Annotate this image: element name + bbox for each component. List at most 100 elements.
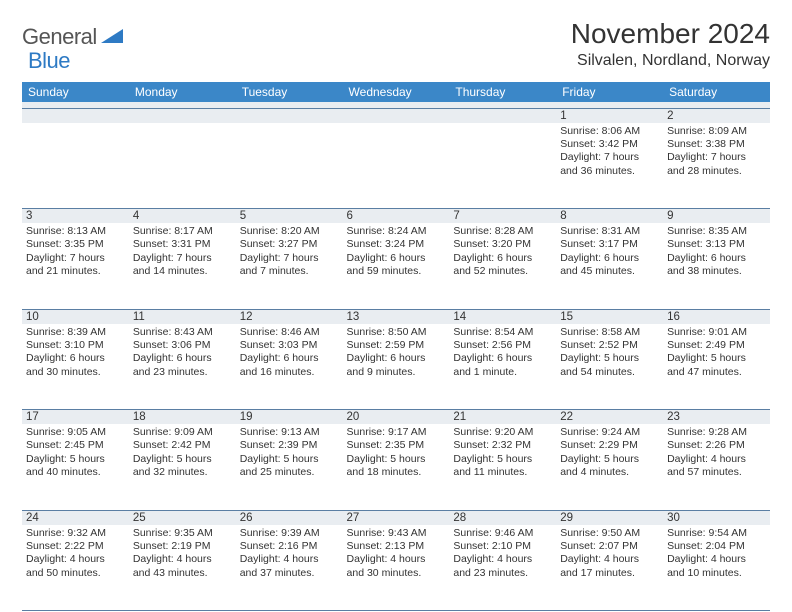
sunset-text: Sunset: 3:24 PM (347, 238, 446, 251)
header: General November 2024 Silvalen, Nordland… (22, 18, 770, 70)
sunset-text: Sunset: 2:56 PM (453, 339, 552, 352)
sunrise-text: Sunrise: 9:54 AM (667, 527, 766, 540)
calendar-cell: Sunrise: 8:31 AMSunset: 3:17 PMDaylight:… (556, 223, 663, 309)
sunrise-text: Sunrise: 9:09 AM (133, 426, 232, 439)
calendar-daynum-cell: 27 (343, 510, 450, 525)
day-number (236, 109, 343, 123)
day-number: 19 (236, 410, 343, 424)
sunset-text: Sunset: 2:59 PM (347, 339, 446, 352)
calendar-daynum-cell: 1 (556, 108, 663, 123)
sunset-text: Sunset: 2:45 PM (26, 439, 125, 452)
daylight-text: and 30 minutes. (26, 366, 125, 379)
daylight-text: and 45 minutes. (560, 265, 659, 278)
calendar-cell: Sunrise: 9:32 AMSunset: 2:22 PMDaylight:… (22, 525, 129, 611)
day-number: 6 (343, 209, 450, 223)
weekday-header: Sunday (22, 82, 129, 102)
calendar-daynum-cell (129, 108, 236, 123)
sunset-text: Sunset: 2:49 PM (667, 339, 766, 352)
calendar-cell: Sunrise: 9:05 AMSunset: 2:45 PMDaylight:… (22, 424, 129, 510)
daylight-text: Daylight: 7 hours (667, 151, 766, 164)
calendar-cell: Sunrise: 9:39 AMSunset: 2:16 PMDaylight:… (236, 525, 343, 611)
daylight-text: and 36 minutes. (560, 165, 659, 178)
daylight-text: Daylight: 6 hours (240, 352, 339, 365)
daylight-text: and 14 minutes. (133, 265, 232, 278)
calendar-daynum-cell (449, 108, 556, 123)
sunrise-text: Sunrise: 9:05 AM (26, 426, 125, 439)
calendar-daynum-cell: 30 (663, 510, 770, 525)
calendar-cell: Sunrise: 8:54 AMSunset: 2:56 PMDaylight:… (449, 324, 556, 410)
daylight-text: and 54 minutes. (560, 366, 659, 379)
daylight-text: and 7 minutes. (240, 265, 339, 278)
daylight-text: and 18 minutes. (347, 466, 446, 479)
calendar-cell: Sunrise: 8:58 AMSunset: 2:52 PMDaylight:… (556, 324, 663, 410)
day-number: 26 (236, 511, 343, 525)
daylight-text: Daylight: 7 hours (240, 252, 339, 265)
calendar-cell (129, 123, 236, 209)
day-number: 1 (556, 109, 663, 123)
daylight-text: and 40 minutes. (26, 466, 125, 479)
sunrise-text: Sunrise: 8:58 AM (560, 326, 659, 339)
day-number (129, 109, 236, 123)
weekday-header: Thursday (449, 82, 556, 102)
daylight-text: and 11 minutes. (453, 466, 552, 479)
calendar-cell: Sunrise: 9:43 AMSunset: 2:13 PMDaylight:… (343, 525, 450, 611)
day-number: 7 (449, 209, 556, 223)
calendar-daynum-cell: 25 (129, 510, 236, 525)
calendar-header-row: SundayMondayTuesdayWednesdayThursdayFrid… (22, 82, 770, 102)
logo-text-blue: Blue (28, 48, 70, 73)
calendar-daynum-cell: 13 (343, 309, 450, 324)
calendar-cell: Sunrise: 9:35 AMSunset: 2:19 PMDaylight:… (129, 525, 236, 611)
logo-triangle-icon (101, 27, 123, 48)
calendar-daynum-cell: 21 (449, 410, 556, 425)
calendar-daynum-cell: 26 (236, 510, 343, 525)
sunset-text: Sunset: 3:42 PM (560, 138, 659, 151)
sunset-text: Sunset: 2:29 PM (560, 439, 659, 452)
sunset-text: Sunset: 3:03 PM (240, 339, 339, 352)
daylight-text: Daylight: 4 hours (667, 453, 766, 466)
logo-blue-row: Blue (28, 48, 70, 74)
calendar-daynum-cell: 4 (129, 209, 236, 224)
calendar-cell: Sunrise: 9:50 AMSunset: 2:07 PMDaylight:… (556, 525, 663, 611)
calendar-cell: Sunrise: 8:39 AMSunset: 3:10 PMDaylight:… (22, 324, 129, 410)
daylight-text: and 16 minutes. (240, 366, 339, 379)
sunset-text: Sunset: 3:06 PM (133, 339, 232, 352)
daylight-text: Daylight: 6 hours (26, 352, 125, 365)
daylight-text: and 4 minutes. (560, 466, 659, 479)
weekday-header: Friday (556, 82, 663, 102)
daylight-text: and 59 minutes. (347, 265, 446, 278)
day-number: 10 (22, 310, 129, 324)
sunset-text: Sunset: 2:39 PM (240, 439, 339, 452)
daylight-text: and 17 minutes. (560, 567, 659, 580)
sunrise-text: Sunrise: 9:24 AM (560, 426, 659, 439)
day-number: 2 (663, 109, 770, 123)
day-number: 8 (556, 209, 663, 223)
day-number: 28 (449, 511, 556, 525)
calendar-daynum-cell: 19 (236, 410, 343, 425)
sunrise-text: Sunrise: 9:17 AM (347, 426, 446, 439)
calendar-cell: Sunrise: 8:46 AMSunset: 3:03 PMDaylight:… (236, 324, 343, 410)
calendar-cell: Sunrise: 8:35 AMSunset: 3:13 PMDaylight:… (663, 223, 770, 309)
sunrise-text: Sunrise: 9:20 AM (453, 426, 552, 439)
sunset-text: Sunset: 2:19 PM (133, 540, 232, 553)
daylight-text: and 9 minutes. (347, 366, 446, 379)
calendar-daynum-cell: 6 (343, 209, 450, 224)
daylight-text: and 52 minutes. (453, 265, 552, 278)
day-number (449, 109, 556, 123)
daylight-text: and 23 minutes. (453, 567, 552, 580)
calendar-daynum-cell: 20 (343, 410, 450, 425)
daylight-text: and 10 minutes. (667, 567, 766, 580)
sunrise-text: Sunrise: 9:35 AM (133, 527, 232, 540)
calendar-cell: Sunrise: 8:28 AMSunset: 3:20 PMDaylight:… (449, 223, 556, 309)
calendar-daynum-cell (22, 108, 129, 123)
daylight-text: and 57 minutes. (667, 466, 766, 479)
sunrise-text: Sunrise: 8:06 AM (560, 125, 659, 138)
sunset-text: Sunset: 3:10 PM (26, 339, 125, 352)
sunrise-text: Sunrise: 8:28 AM (453, 225, 552, 238)
calendar-daynum-cell: 12 (236, 309, 343, 324)
sunset-text: Sunset: 3:38 PM (667, 138, 766, 151)
day-number: 30 (663, 511, 770, 525)
sunrise-text: Sunrise: 8:43 AM (133, 326, 232, 339)
daylight-text: Daylight: 5 hours (667, 352, 766, 365)
daylight-text: Daylight: 4 hours (240, 553, 339, 566)
sunrise-text: Sunrise: 9:28 AM (667, 426, 766, 439)
